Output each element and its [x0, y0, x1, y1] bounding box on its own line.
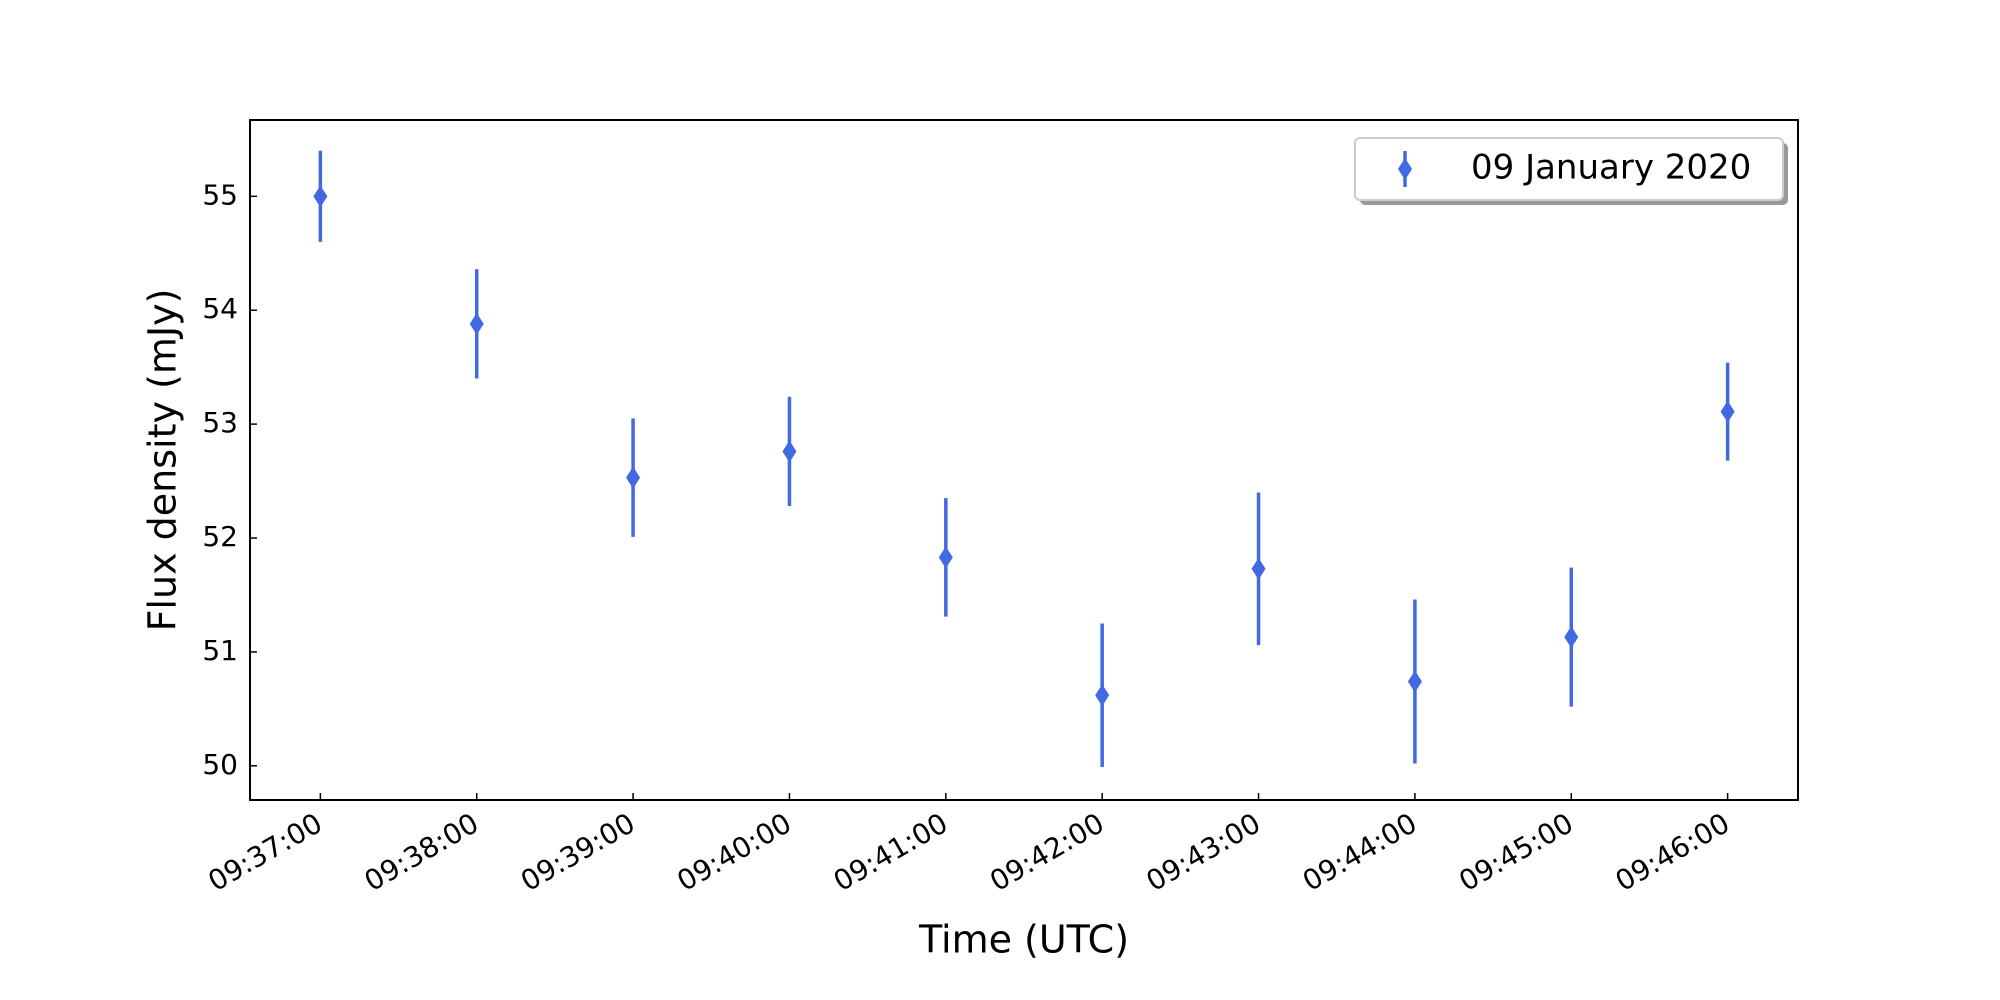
legend [1354, 137, 1784, 201]
y-tick-label: 52 [202, 520, 238, 553]
y-tick-label: 51 [202, 634, 238, 667]
y-tick-label: 54 [202, 292, 238, 325]
y-tick-label: 50 [202, 748, 238, 781]
y-axis-label: Flux density (mJy) [141, 289, 185, 632]
data-point [938, 546, 953, 569]
y-tick-label: 55 [202, 178, 238, 211]
data-point [782, 440, 797, 463]
x-axis-label: Time (UTC) [918, 918, 1129, 962]
data-point [1251, 557, 1266, 580]
y-tick-label: 53 [202, 406, 238, 439]
data-point [1407, 670, 1422, 693]
x-tick-label: 09:40:00 [672, 806, 797, 897]
data-point [1564, 626, 1579, 649]
legend-label: 09 January 2020 [1471, 148, 1751, 188]
x-tick-label: 09:37:00 [202, 806, 327, 897]
x-tick-label: 09:43:00 [1141, 806, 1266, 897]
x-tick-label: 09:44:00 [1297, 806, 1422, 897]
legend-marker [1398, 158, 1412, 180]
data-point [1720, 400, 1735, 423]
x-tick-label: 09:42:00 [984, 806, 1109, 897]
plot-frame [249, 119, 1799, 801]
x-tick-label: 09:46:00 [1610, 806, 1735, 897]
x-tick-label: 09:45:00 [1453, 806, 1578, 897]
data-point [313, 185, 328, 208]
x-tick-label: 09:39:00 [515, 806, 640, 897]
data-point [469, 312, 484, 335]
x-tick-label: 09:38:00 [359, 806, 484, 897]
x-tick-label: 09:41:00 [828, 806, 953, 897]
data-point [1095, 684, 1110, 707]
data-point [626, 466, 641, 489]
